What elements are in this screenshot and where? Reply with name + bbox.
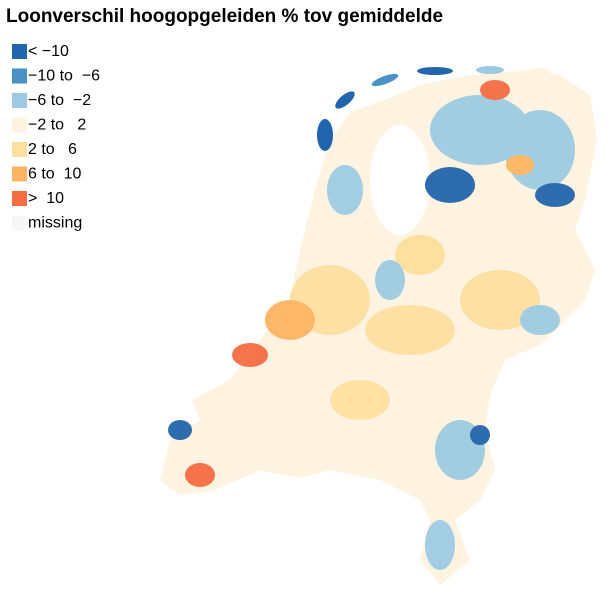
legend-label: −10 to −6 <box>28 68 100 85</box>
legend-swatch <box>12 68 27 84</box>
legend-swatch <box>12 215 27 231</box>
legend: < −10 −10 to −6 −6 to −2 −2 to 2 2 to 6 6 to … <box>12 43 100 232</box>
title: Loonverschil hoogopgeleiden % tov gemidd… <box>6 6 443 27</box>
islands <box>317 66 550 151</box>
lake <box>395 235 445 275</box>
legend-swatch <box>12 44 27 59</box>
legend-label: missing <box>28 215 82 232</box>
legend-label: −2 to 2 <box>28 117 86 134</box>
legend-label: 2 to 6 <box>28 141 77 158</box>
regions <box>168 80 575 570</box>
lake <box>370 125 430 235</box>
legend-label: 6 to 10 <box>28 166 81 183</box>
legend-swatch <box>12 117 27 133</box>
legend-label: > 10 <box>28 190 64 207</box>
legend-label: < −10 <box>28 43 69 60</box>
legend-label: −6 to −2 <box>28 92 91 109</box>
map <box>160 66 597 585</box>
legend-swatch <box>12 142 27 157</box>
legend-swatch <box>12 191 27 206</box>
legend-swatch <box>12 166 27 182</box>
legend-swatch <box>12 93 27 108</box>
